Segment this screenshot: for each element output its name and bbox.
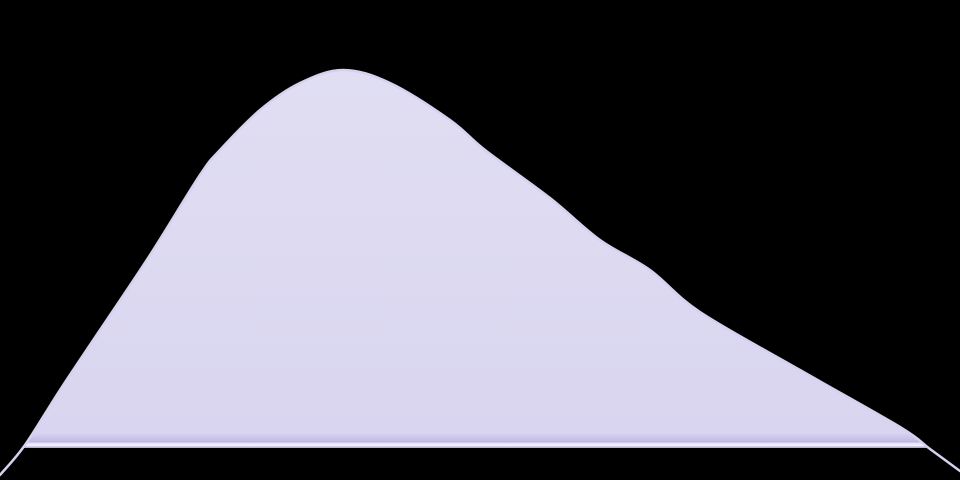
curve-line — [0, 68, 960, 477]
